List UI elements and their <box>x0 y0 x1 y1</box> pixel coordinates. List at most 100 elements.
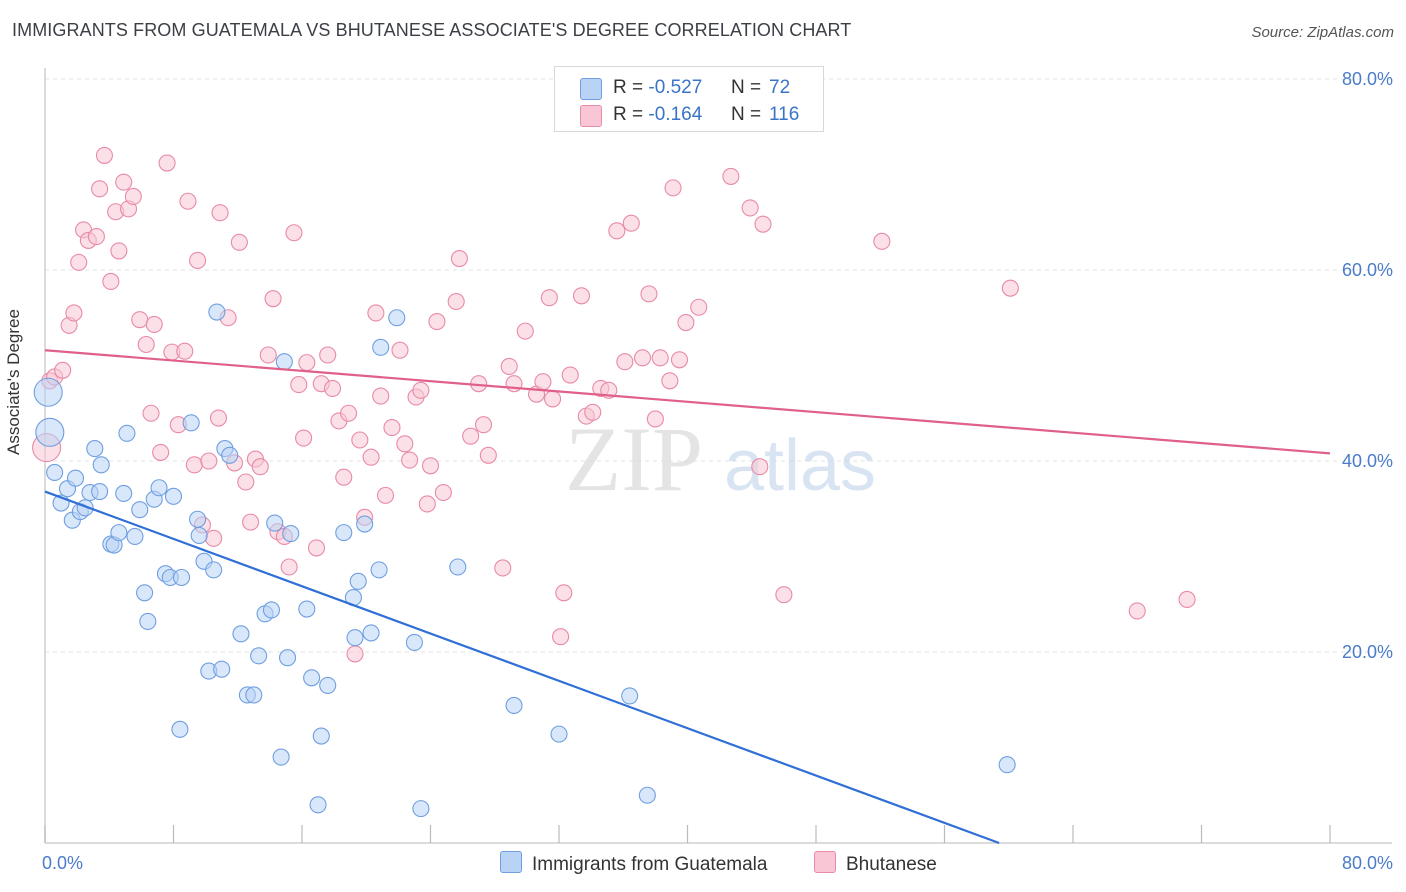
legend-r-label: R = <box>613 77 644 98</box>
data-point <box>118 424 136 442</box>
data-point <box>95 146 113 164</box>
data-point <box>115 173 133 191</box>
legend-r-value: -0.527 <box>648 77 703 98</box>
legend-n-value: 72 <box>769 77 791 98</box>
bottom-legend-label: Immigrants from Guatemala <box>532 854 768 875</box>
data-point <box>70 253 88 271</box>
data-point <box>232 625 250 643</box>
x-tick-label: 0.0% <box>42 853 83 873</box>
data-point <box>356 515 374 533</box>
data-point <box>237 473 255 491</box>
data-point <box>209 409 228 427</box>
data-point <box>405 633 423 652</box>
data-point <box>351 431 369 449</box>
data-point <box>500 357 518 376</box>
data-point <box>205 561 223 579</box>
chart-title: IMMIGRANTS FROM GUATEMALA VS BHUTANESE A… <box>12 20 852 40</box>
data-point <box>221 446 239 464</box>
data-point <box>346 629 364 647</box>
data-point <box>421 457 440 475</box>
data-point <box>137 335 155 354</box>
data-point <box>677 313 695 332</box>
chart-source: Source: ZipAtlas.com <box>1251 24 1394 41</box>
data-point <box>264 290 282 308</box>
data-point <box>54 361 72 379</box>
data-point <box>396 435 414 453</box>
data-point <box>190 526 208 545</box>
legend-swatch-guatemala <box>580 78 602 100</box>
data-point <box>640 285 658 303</box>
data-point <box>145 315 163 333</box>
data-point <box>92 456 110 474</box>
y-tick-label: 60.0% <box>1342 260 1393 280</box>
data-point <box>110 524 128 542</box>
data-point <box>323 379 342 397</box>
trend-line <box>44 490 1000 845</box>
data-point <box>298 354 316 372</box>
data-point <box>412 381 430 399</box>
legend-swatch-bhutanese <box>580 105 602 127</box>
data-point <box>319 676 337 694</box>
data-point <box>367 304 385 322</box>
data-point <box>552 628 570 646</box>
data-point <box>412 800 430 818</box>
axes <box>44 68 1392 844</box>
bottom-legend-label: Bhutanese <box>846 854 937 875</box>
data-point <box>550 725 568 743</box>
data-point <box>362 624 380 642</box>
data-point <box>1128 602 1146 620</box>
data-point <box>555 584 573 602</box>
data-point <box>102 272 120 291</box>
data-point <box>664 179 682 197</box>
data-point <box>171 720 189 738</box>
grid-lines <box>45 78 1392 653</box>
data-point <box>646 410 664 428</box>
data-point <box>622 214 640 232</box>
data-point <box>335 524 353 542</box>
data-point <box>584 403 602 421</box>
data-point <box>494 559 512 577</box>
data-point <box>110 242 128 260</box>
data-point <box>242 513 260 531</box>
trend-line <box>44 349 1331 455</box>
y-tick-label: 20.0% <box>1342 642 1393 662</box>
data-point <box>200 452 218 470</box>
bottom-legend-bhutanese: Bhutanese <box>814 851 937 876</box>
data-point <box>33 377 63 407</box>
data-point <box>66 469 85 487</box>
data-point <box>179 192 197 210</box>
data-point <box>544 390 562 408</box>
data-point <box>346 645 364 663</box>
data-point <box>428 313 446 331</box>
bottom-legend-swatch-guatemala <box>500 851 522 873</box>
data-point <box>434 483 452 502</box>
data-point <box>86 440 104 458</box>
data-point <box>372 338 390 356</box>
legend-box: R = -0.527 N = 72 R = -0.164 N = 116 <box>554 66 824 132</box>
data-point <box>142 404 160 422</box>
data-point <box>307 539 326 557</box>
data-point <box>185 456 203 474</box>
tick-labels: 20.0% 40.0% 60.0% 80.0% 0.0% 80.0% <box>42 69 1393 873</box>
bottom-legend-swatch-bhutanese <box>814 851 836 873</box>
data-point <box>651 349 669 367</box>
data-point <box>312 727 330 745</box>
data-point <box>873 232 891 250</box>
trend-lines <box>44 349 1331 845</box>
data-point <box>998 756 1016 774</box>
series-bhutanese <box>32 146 1196 663</box>
data-point <box>150 479 168 497</box>
data-point <box>176 342 194 360</box>
legend-r-label: R = <box>613 104 644 125</box>
data-point <box>534 373 552 391</box>
series-guatemala <box>33 303 1016 818</box>
data-point <box>372 387 390 405</box>
data-point <box>278 649 297 667</box>
data-point <box>449 558 467 576</box>
data-point <box>462 427 480 445</box>
data-point <box>262 601 281 619</box>
data-point <box>540 289 558 307</box>
data-point <box>391 341 409 359</box>
data-point <box>91 180 109 198</box>
data-point <box>572 287 591 305</box>
